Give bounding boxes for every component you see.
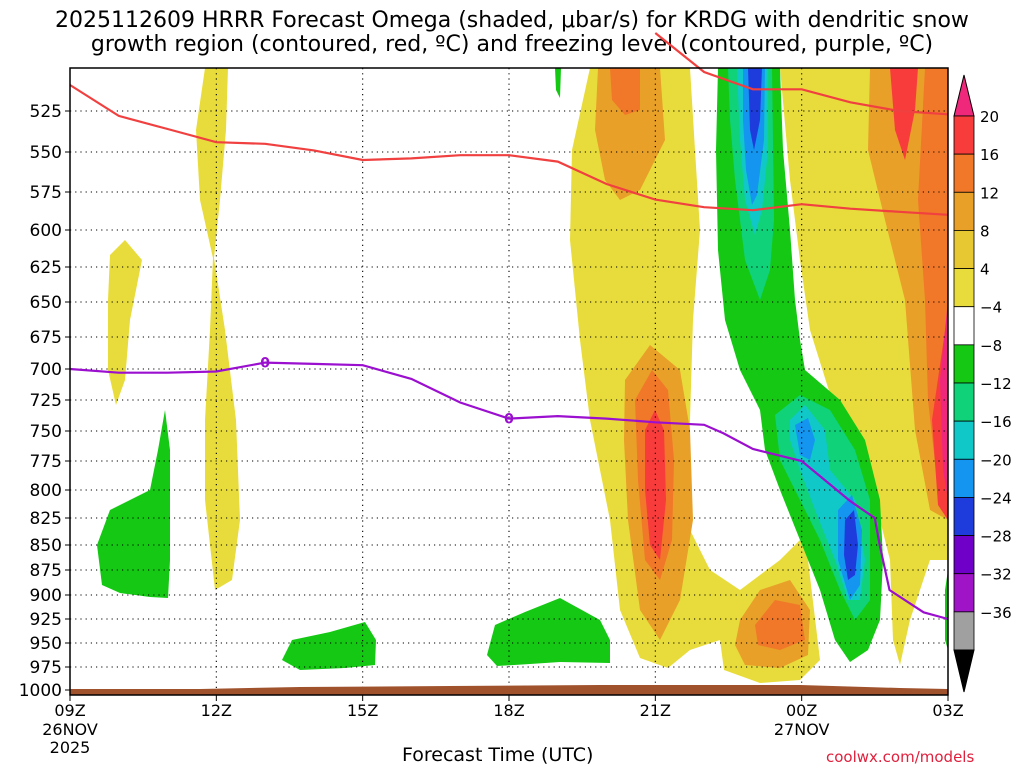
omega-region-darkorange-upper — [610, 68, 640, 115]
x-tick-date-label: 27NOV — [774, 720, 830, 739]
colorbar-label--32: −32 — [980, 566, 1012, 584]
y-tick-label-1000: 1000 — [19, 681, 62, 701]
x-axis-title: Forecast Time (UTC) — [402, 744, 594, 766]
colorbar-segment — [953, 573, 975, 613]
y-tick-label-950: 950 — [30, 634, 62, 654]
y-tick-label-875: 875 — [30, 561, 62, 581]
omega-region-red-east — [890, 68, 918, 160]
ground-surface — [70, 685, 948, 695]
y-tick-label-900: 900 — [30, 586, 62, 606]
colorbar-segment — [953, 115, 975, 155]
colorbar-label--8: −8 — [980, 337, 1002, 355]
gridlines — [70, 68, 948, 695]
dgz-contour-line-top — [69, 84, 949, 216]
y-tick-label-575: 575 — [30, 183, 62, 203]
colorbar-label-4: 4 — [980, 261, 990, 279]
colorbar-label--4: −4 — [980, 299, 1002, 317]
y-tick-label-550: 550 — [30, 143, 62, 163]
colorbar-segment — [953, 611, 975, 651]
omega-region-green-tiny — [555, 68, 561, 98]
x-tick-date-label: 26NOV — [42, 720, 98, 739]
freezing-level-label-2: 0 — [504, 412, 514, 428]
freezing-level-line — [69, 361, 949, 621]
chart-title-line-1: 2025112609 HRRR Forecast Omega (shaded, … — [55, 8, 969, 33]
x-tick-label-03Z: 03Z — [932, 701, 963, 720]
omega-region-yellow-small — [108, 240, 142, 405]
colorbar-segment — [953, 497, 975, 536]
chart-title-line-2: growth region (contoured, red, ºC) and f… — [90, 32, 934, 57]
dgz-contour-line-upper — [654, 32, 949, 116]
colorbar-label-12: 12 — [980, 184, 999, 202]
omega-region-yellow-west-column — [196, 68, 240, 590]
omega-region-green-bottom-1 — [282, 622, 376, 670]
y-axis-ticks: 525 550 575 600 625 650 675 700 725 750 775 800 825 8… — [19, 102, 70, 701]
omega-region-darkorange-bottom — [755, 600, 805, 650]
x-tick-label-18Z: 18Z — [493, 701, 524, 720]
x-tick-label-12Z: 12Z — [201, 701, 232, 720]
colorbar-label--12: −12 — [980, 375, 1012, 393]
y-tick-label-725: 725 — [30, 391, 62, 411]
colorbar-segment — [953, 230, 975, 269]
colorbar-segment — [953, 191, 975, 231]
y-tick-label-650: 650 — [30, 293, 62, 313]
colorbar-label-16: 16 — [980, 146, 999, 164]
colorbar-segment — [953, 306, 975, 346]
colorbar-segment — [953, 458, 975, 498]
credit-text: coolwx.com/models — [826, 748, 975, 766]
colorbar-label--24: −24 — [980, 489, 1012, 507]
x-tick-label-09Z: 09Z — [54, 701, 85, 720]
y-tick-label-525: 525 — [30, 102, 62, 122]
x-tick-label-15Z: 15Z — [347, 701, 378, 720]
y-tick-label-800: 800 — [30, 481, 62, 501]
colorbar-segment — [953, 268, 975, 308]
x-tick-label-00Z: 00Z — [786, 701, 817, 720]
y-tick-label-750: 750 — [30, 422, 62, 442]
omega-region-orange-upper — [595, 68, 665, 200]
omega-shading — [97, 68, 948, 683]
colorbar-label-20: 20 — [980, 108, 999, 126]
y-tick-label-600: 600 — [30, 221, 62, 241]
x-tick-label-21Z: 21Z — [640, 701, 671, 720]
colorbar-segment — [953, 535, 975, 575]
omega-region-green-west — [97, 410, 170, 598]
omega-region-green-bottom-2 — [487, 598, 610, 666]
colorbar-label--16: −16 — [980, 413, 1012, 431]
colorbar-label--36: −36 — [980, 604, 1012, 622]
colorbar-segment — [953, 153, 975, 193]
freezing-level-label-1: 0 — [260, 356, 270, 372]
colorbar-label--20: −20 — [980, 451, 1012, 469]
y-tick-label-675: 675 — [30, 328, 62, 348]
colorbar-label--28: −28 — [980, 528, 1012, 546]
colorbar-segment — [953, 344, 975, 384]
colorbar: 20 16 12 8 4 −4 −8 −12 −16 −20 −24 −28 −32 −36 — [953, 74, 1012, 693]
y-tick-label-775: 775 — [30, 452, 62, 472]
colorbar-label-8: 8 — [980, 222, 990, 240]
colorbar-segment — [953, 420, 975, 460]
y-tick-label-625: 625 — [30, 258, 62, 278]
y-tick-label-975: 975 — [30, 658, 62, 678]
y-tick-label-700: 700 — [30, 360, 62, 380]
colorbar-bottom-arrow — [953, 649, 975, 693]
y-tick-label-850: 850 — [30, 536, 62, 556]
colorbar-top-arrow — [953, 74, 975, 117]
y-tick-label-925: 925 — [30, 610, 62, 630]
colorbar-segment — [953, 382, 975, 422]
x-tick-date-label: 2025 — [50, 738, 91, 757]
y-tick-label-825: 825 — [30, 509, 62, 529]
